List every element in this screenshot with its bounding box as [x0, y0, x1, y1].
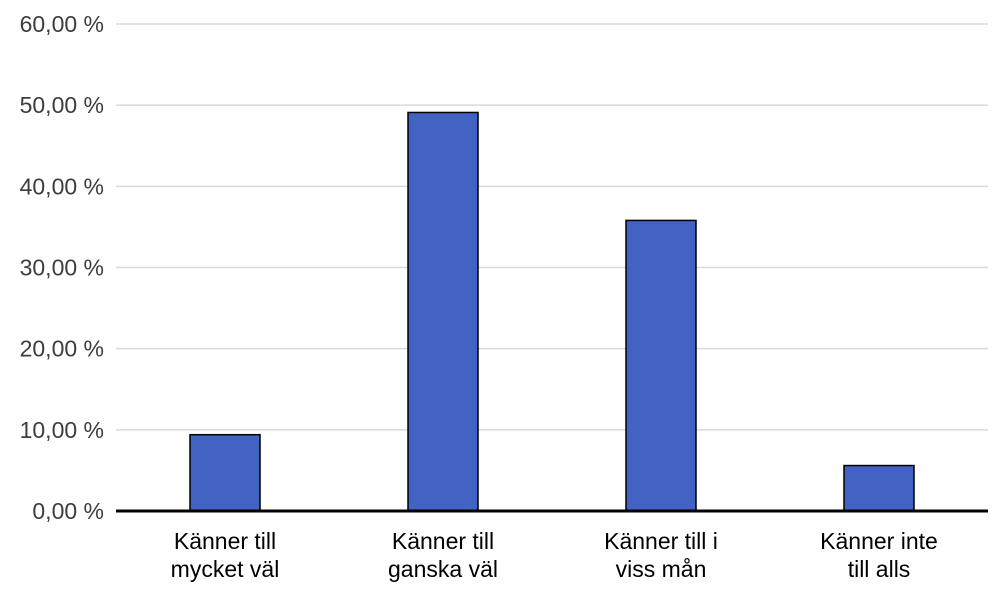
y-tick-label: 50,00 % — [20, 92, 104, 118]
x-tick-label: Känner inte till alls — [820, 528, 938, 582]
y-tick-label: 40,00 % — [20, 173, 104, 199]
y-tick-label: 10,00 % — [20, 417, 104, 443]
x-tick-label-line: Känner till — [392, 528, 494, 554]
y-tick-label: 30,00 % — [20, 255, 104, 281]
y-tick-label: 60,00 % — [20, 11, 104, 37]
y-axis-tick-labels: 0,00 % 10,00 % 20,00 % 30,00 % 40,00 % 50,00 … — [20, 11, 104, 524]
x-tick-label-line: viss mån — [616, 556, 707, 582]
bar — [189, 433, 261, 512]
y-tick-label: 0,00 % — [32, 498, 104, 524]
x-tick-label-line: mycket väl — [171, 556, 280, 582]
x-tick-label: Känner till i viss mån — [604, 528, 718, 582]
bar — [407, 111, 479, 512]
x-tick-label: Känner till mycket väl — [171, 528, 280, 582]
bar — [843, 464, 915, 512]
bars — [189, 111, 915, 512]
x-tick-label-line: Känner till — [174, 528, 276, 554]
x-tick-label-line: ganska väl — [388, 556, 498, 582]
x-tick-label-line: Känner till i — [604, 528, 718, 554]
y-tick-label: 20,00 % — [20, 336, 104, 362]
gridlines — [116, 23, 988, 431]
x-tick-label-line: Känner inte — [820, 528, 938, 554]
x-tick-label-line: till alls — [848, 556, 911, 582]
x-tick-label: Känner till ganska väl — [388, 528, 498, 582]
bar — [625, 219, 697, 512]
